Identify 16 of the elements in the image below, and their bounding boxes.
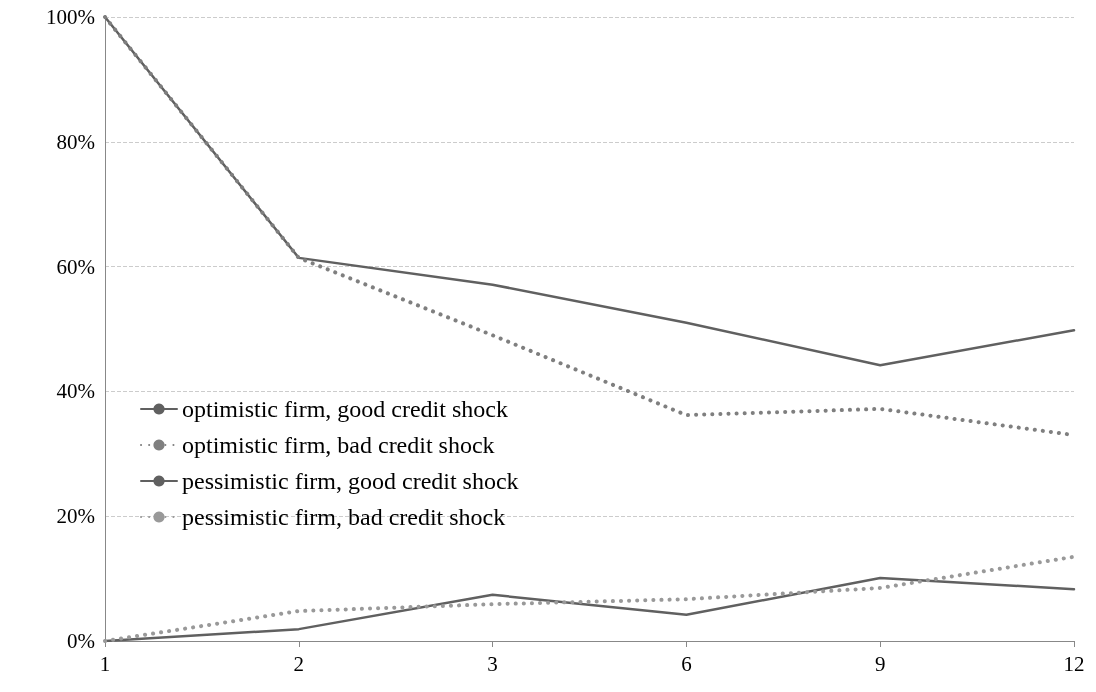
y-tick-label: 0% [67, 629, 95, 653]
legend-label: pessimistic firm, good credit shock [182, 468, 519, 494]
x-tick-label: 12 [1063, 651, 1085, 676]
legend-label: optimistic firm, good credit shock [182, 396, 508, 422]
y-tick-label: 40% [56, 379, 95, 404]
x-tick-label: 3 [487, 651, 498, 676]
y-tick-label: 20% [56, 504, 95, 529]
y-tick-label: 100% [46, 5, 95, 29]
y-tick-label: 80% [56, 129, 95, 154]
x-tick-label: 6 [681, 651, 692, 676]
legend-label: pessimistic firm, bad credit shock [182, 504, 506, 530]
x-tick-label: 1 [99, 651, 111, 676]
y-tick-label: 60% [56, 254, 95, 279]
legend-label: optimistic firm, bad credit shock [182, 432, 495, 458]
x-tick-label: 9 [874, 651, 886, 676]
x-tick-label: 2 [293, 651, 305, 676]
